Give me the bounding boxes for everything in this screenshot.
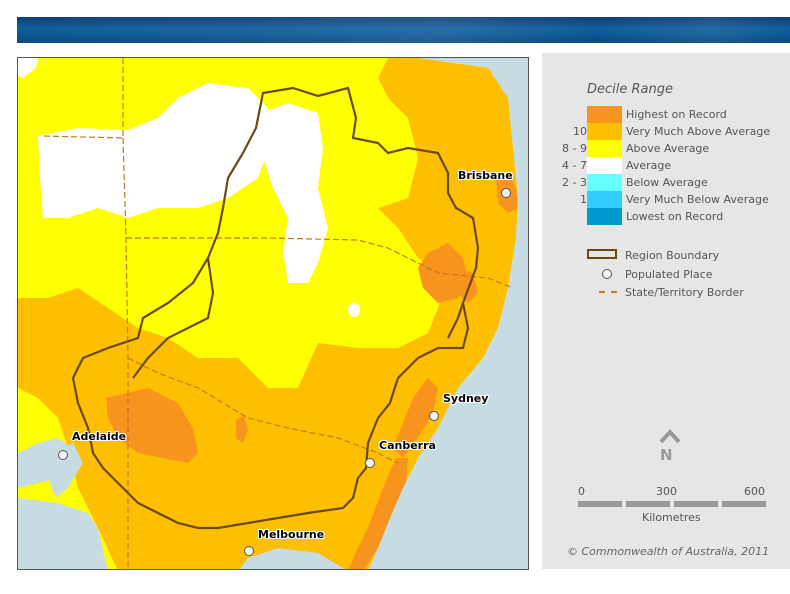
legend-label: Above Average <box>626 142 710 155</box>
legend-decile-code: 1 <box>580 193 587 206</box>
legend-row: 10 Very Much Above Average <box>542 123 790 140</box>
scale-bar <box>578 501 766 507</box>
legend-label: Very Much Below Average <box>626 193 769 206</box>
zone-average-corner <box>18 58 38 78</box>
state-border-label: State/Territory Border <box>625 286 744 299</box>
state-borders <box>42 58 514 569</box>
place-canberra <box>365 458 375 468</box>
legend-row: Highest on Record <box>542 106 790 123</box>
zone-average-northwest <box>38 83 273 218</box>
bay-south-sa <box>18 498 108 569</box>
legend-row: 4 - 7 Average <box>542 157 790 174</box>
region-boundary <box>71 86 480 530</box>
place-melbourne <box>244 546 254 556</box>
scale-tick-0: 0 <box>578 485 585 498</box>
zone-average-central <box>248 103 328 283</box>
scale-units: Kilometres <box>642 511 701 524</box>
legend-swatch <box>587 157 622 174</box>
header-banner <box>17 17 790 43</box>
legend-swatch <box>587 191 622 208</box>
populated-place-label: Populated Place <box>625 268 713 281</box>
city-label-melbourne: Melbourne <box>258 528 325 541</box>
legend-decile-code: 8 - 9 <box>562 142 587 155</box>
legend-row: 1 Very Much Below Average <box>542 191 790 208</box>
zone-highest-coast <box>393 378 438 458</box>
copyright-notice: © Commonwealth of Australia, 2011 <box>567 545 770 558</box>
zone-above-interior <box>128 233 438 388</box>
place-adelaide <box>58 450 68 460</box>
legend-swatch <box>587 106 622 123</box>
legend-label: Lowest on Record <box>626 210 724 223</box>
bay-southeast <box>239 548 345 569</box>
zone-highest-southeast-coast <box>348 458 408 569</box>
rainfall-decile-map[interactable]: Brisbane Sydney Canberra Adelaide Melbou… <box>17 57 529 570</box>
scale-tick-300: 300 <box>656 485 677 498</box>
legend-swatch <box>587 208 622 225</box>
legend-decile-code: 4 - 7 <box>562 159 587 172</box>
legend-swatch <box>587 123 622 140</box>
zone-average-patch <box>348 303 360 317</box>
legend-row: 2 - 3 Below Average <box>542 174 790 191</box>
legend-swatch <box>587 140 622 157</box>
legend-swatch <box>587 174 622 191</box>
legend-panel: Decile Range Highest on Record 10 Very Muc… <box>542 53 790 569</box>
legend-label: Highest on Record <box>626 108 727 121</box>
legend-row: Lowest on Record <box>542 208 790 225</box>
region-boundary-label: Region Boundary <box>625 249 720 262</box>
city-label-sydney: Sydney <box>443 392 489 405</box>
place-brisbane <box>501 188 511 198</box>
ocean-east <box>368 58 528 569</box>
populated-places <box>58 188 511 556</box>
legend-label: Average <box>626 159 672 172</box>
legend-label: Below Average <box>626 176 708 189</box>
region-boundary-swatch <box>587 249 617 259</box>
zone-highest-small <box>236 416 248 443</box>
gulf-spencer <box>48 443 83 498</box>
zone-highest-northeast <box>418 243 468 303</box>
scale-tick-600: 600 <box>744 485 765 498</box>
legend-label: Very Much Above Average <box>626 125 771 138</box>
legend-state-border: State/Territory Border <box>587 284 787 300</box>
north-letter: N <box>660 446 673 464</box>
map-canvas <box>18 58 528 569</box>
city-label-brisbane: Brisbane <box>458 169 513 182</box>
place-sydney <box>429 411 439 421</box>
legend-decile-code: 2 - 3 <box>562 176 587 189</box>
city-label-canberra: Canberra <box>379 439 436 452</box>
state-border-swatch <box>599 291 617 293</box>
north-arrow-icon <box>659 429 681 444</box>
populated-place-icon <box>602 269 612 279</box>
legend-row: 8 - 9 Above Average <box>542 140 790 157</box>
city-label-adelaide: Adelaide <box>72 430 127 443</box>
legend-region-boundary: Region Boundary <box>587 247 787 263</box>
legend-populated-place: Populated Place <box>587 266 787 282</box>
legend-title: Decile Range <box>587 82 673 97</box>
legend-decile-code: 10 <box>573 125 587 138</box>
zone-highest-southcentral <box>106 388 198 463</box>
